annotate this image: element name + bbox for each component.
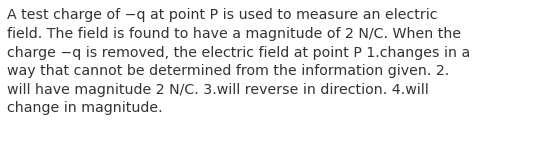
Text: A test charge of −q at point P is used to measure an electric
field. The field i: A test charge of −q at point P is used t… bbox=[7, 8, 470, 115]
